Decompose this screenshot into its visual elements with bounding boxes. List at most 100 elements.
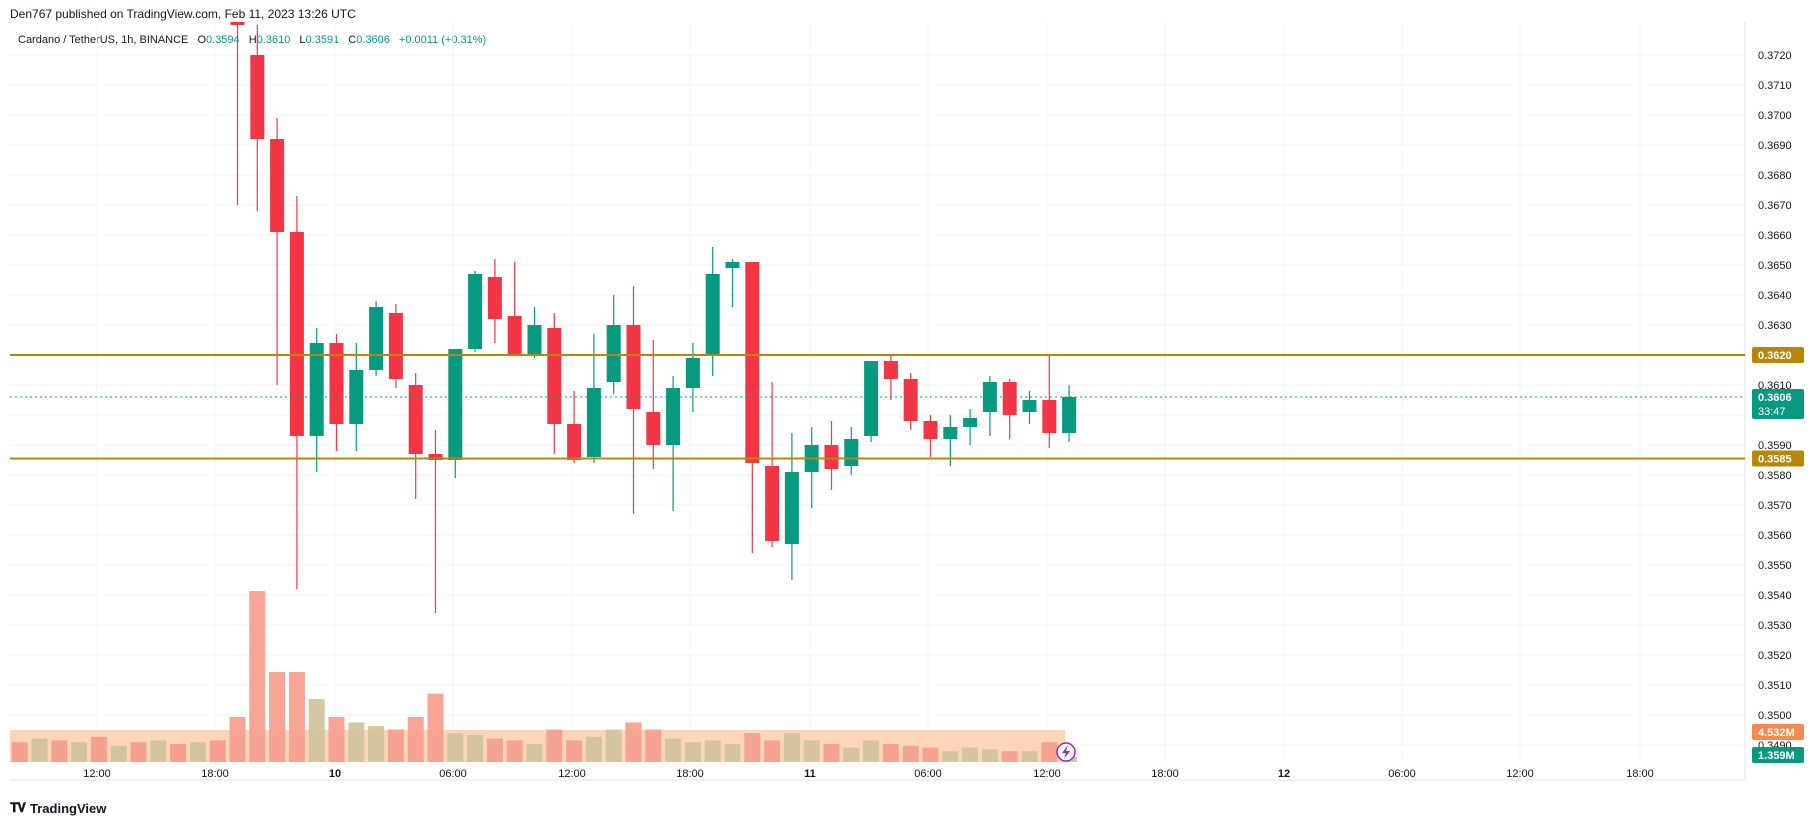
candle[interactable]: [468, 271, 483, 352]
candle-body: [725, 262, 740, 268]
volume-bar: [585, 736, 602, 762]
candle-body: [250, 55, 265, 139]
high-label: H: [248, 34, 257, 46]
candle-body: [745, 262, 760, 463]
candle-body: [1002, 382, 1017, 415]
candle[interactable]: [864, 361, 879, 442]
volume-bar: [110, 745, 127, 762]
candle[interactable]: [765, 382, 780, 547]
open-value: 0.3594: [206, 34, 240, 46]
volume-bar: [269, 672, 286, 762]
candle[interactable]: [1062, 385, 1077, 442]
price-tick-label: 0.3690: [1758, 140, 1792, 152]
tradingview-logo[interactable]: 𝐓𝐕 TradingView: [10, 800, 106, 816]
price-tick-label: 0.3560: [1758, 530, 1792, 542]
candle-body: [824, 445, 839, 469]
candle[interactable]: [230, 0, 245, 205]
candle-body: [943, 427, 958, 439]
candle[interactable]: [586, 334, 601, 463]
candle[interactable]: [329, 334, 344, 451]
candle[interactable]: [289, 196, 304, 589]
candle[interactable]: [666, 376, 681, 511]
candle[interactable]: [388, 304, 403, 388]
candle-body: [646, 412, 661, 445]
volume-bar: [90, 736, 107, 762]
candle[interactable]: [824, 421, 839, 490]
candle[interactable]: [1042, 355, 1057, 448]
candle[interactable]: [784, 433, 799, 580]
candle[interactable]: [844, 427, 859, 475]
candle-body: [507, 316, 522, 355]
volume-tag-text: 1.359M: [1758, 750, 1795, 762]
candle[interactable]: [883, 355, 898, 400]
price-tick-label: 0.3580: [1758, 470, 1792, 482]
volume-tag: 1.359M: [1752, 747, 1804, 763]
candle[interactable]: [685, 343, 700, 412]
volume-bar: [843, 747, 860, 762]
volume-bar: [31, 738, 48, 762]
candle[interactable]: [567, 391, 582, 463]
tradingview-brand: TradingView: [30, 800, 107, 816]
time-tick-label: 18:00: [201, 768, 229, 780]
candle[interactable]: [1002, 379, 1017, 439]
time-tick-label: 18:00: [676, 768, 704, 780]
candle-body: [685, 358, 700, 388]
time-tick-label: 10: [329, 768, 341, 780]
candle[interactable]: [725, 259, 740, 307]
volume-bar: [0, 740, 8, 762]
candle[interactable]: [507, 262, 522, 355]
volume-bar: [308, 699, 325, 762]
level-price-tag-bg: [1752, 347, 1804, 363]
candle-body: [586, 388, 601, 457]
candle[interactable]: [982, 376, 997, 436]
time-tick-label: 12:00: [1033, 768, 1061, 780]
candle[interactable]: [903, 373, 918, 430]
candle[interactable]: [705, 247, 720, 376]
candle[interactable]: [804, 427, 819, 508]
candle[interactable]: [923, 415, 938, 457]
volume-bar: [467, 735, 484, 762]
volume-bar: [1041, 742, 1058, 762]
candle[interactable]: [1022, 391, 1037, 424]
candle[interactable]: [448, 349, 463, 478]
volume-bar: [288, 672, 305, 762]
candle-body: [567, 424, 582, 460]
price-tick-label: 0.3540: [1758, 590, 1792, 602]
candle[interactable]: [527, 307, 542, 358]
candle[interactable]: [963, 409, 978, 445]
candle-body: [765, 466, 780, 541]
candle[interactable]: [408, 373, 423, 499]
time-tick-label: 12:00: [83, 768, 111, 780]
time-tick-label: 06:00: [439, 768, 467, 780]
volume-bar: [724, 744, 741, 762]
candle[interactable]: [369, 301, 384, 376]
candle[interactable]: [309, 328, 324, 472]
volume-bar: [229, 717, 246, 762]
lightning-icon[interactable]: [1056, 742, 1076, 762]
time-tick-label: 12:00: [1506, 768, 1534, 780]
candle[interactable]: [547, 313, 562, 454]
price-tick-label: 0.3720: [1758, 50, 1792, 62]
low-label: L: [299, 34, 306, 46]
price-tick-label: 0.3530: [1758, 620, 1792, 632]
volume-bar: [71, 742, 88, 762]
time-tick-label: 11: [804, 768, 816, 780]
candle[interactable]: [428, 430, 443, 613]
change-value: +0.0011 (+0.31%): [398, 34, 487, 46]
symbol-name[interactable]: Cardano / TetherUS, 1h, BINANCE: [18, 34, 189, 46]
current-price-tag-bg: [1752, 389, 1804, 419]
candle[interactable]: [487, 259, 502, 343]
candle[interactable]: [626, 286, 641, 514]
candle[interactable]: [646, 340, 661, 469]
candle-body: [784, 472, 799, 544]
volume-bar: [348, 722, 365, 762]
candle[interactable]: [250, 25, 265, 211]
candle[interactable]: [745, 262, 760, 553]
candle[interactable]: [606, 295, 621, 394]
candle-body: [270, 139, 285, 232]
candle[interactable]: [270, 118, 285, 385]
price-chart[interactable]: 0.3720 0.3710 0.3700 0.3690 0.3680 0.3670 0.36…: [0, 0, 1818, 790]
close-value: 0.3606: [356, 34, 390, 46]
candle-body: [982, 382, 997, 412]
close-label: C: [348, 34, 357, 46]
